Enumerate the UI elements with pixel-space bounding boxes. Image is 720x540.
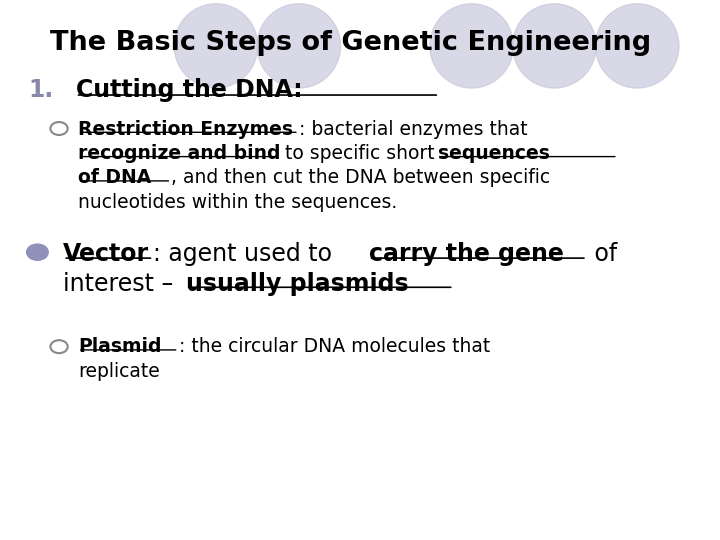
Ellipse shape — [430, 4, 513, 88]
Circle shape — [50, 340, 68, 353]
Text: of DNA: of DNA — [78, 168, 151, 187]
Text: carry the gene: carry the gene — [369, 242, 564, 266]
Ellipse shape — [174, 4, 258, 88]
Text: nucleotides within the sequences.: nucleotides within the sequences. — [78, 193, 397, 212]
Text: Plasmid: Plasmid — [78, 338, 161, 356]
Text: interest –: interest – — [63, 272, 181, 295]
Ellipse shape — [595, 4, 679, 88]
Text: : bacterial enzymes that: : bacterial enzymes that — [299, 120, 528, 139]
Text: Cutting the DNA:: Cutting the DNA: — [76, 78, 302, 102]
Text: , and then cut the DNA between specific: , and then cut the DNA between specific — [171, 168, 551, 187]
Ellipse shape — [513, 4, 596, 88]
Text: Vector: Vector — [63, 242, 150, 266]
Text: : the circular DNA molecules that: : the circular DNA molecules that — [179, 338, 490, 356]
Text: The Basic Steps of Genetic Engineering: The Basic Steps of Genetic Engineering — [50, 30, 652, 56]
Text: 1.: 1. — [29, 78, 54, 102]
Text: recognize and bind: recognize and bind — [78, 144, 280, 163]
Text: Restriction Enzymes: Restriction Enzymes — [78, 120, 293, 139]
Text: usually plasmids: usually plasmids — [186, 272, 408, 295]
Text: replicate: replicate — [78, 362, 160, 381]
Ellipse shape — [257, 4, 341, 88]
Text: of: of — [587, 242, 617, 266]
Text: sequences: sequences — [438, 144, 549, 163]
Circle shape — [27, 244, 48, 260]
Text: : agent used to: : agent used to — [153, 242, 340, 266]
Text: to specific short: to specific short — [279, 144, 441, 163]
Circle shape — [50, 122, 68, 135]
